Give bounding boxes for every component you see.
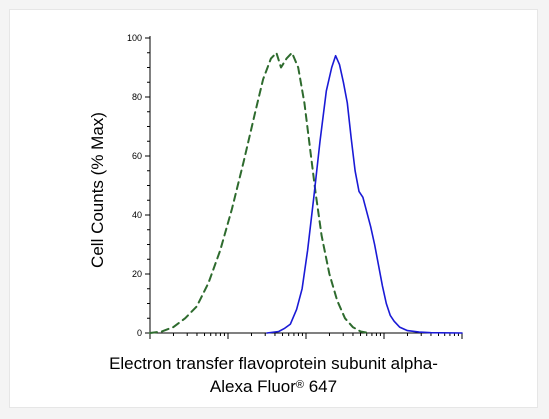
control-histogram-line [149,51,370,334]
y-tick-label: 40 [132,210,142,220]
x-axis-label-tail: 647 [304,377,338,396]
x-axis-label-line2: Alexa Fluor® 647 [9,375,538,397]
y-tick-label: 60 [132,151,142,161]
y-tick-label: 0 [137,328,142,338]
x-axis-label-main: Alexa Fluor [209,377,296,396]
chart-frame [9,9,538,408]
y-tick-label: 80 [132,92,142,102]
registered-mark: ® [295,379,304,391]
y-axis-label: Cell Counts (% Max) [88,112,107,268]
stained-histogram-line [266,54,463,334]
y-tick-label: 100 [127,33,142,43]
x-axis-label-line1: Electron transfer flavoprotein subunit a… [109,354,438,373]
chart-series [149,51,463,334]
y-tick-label: 20 [132,269,142,279]
chart-axes: 0 20 40 60 80 100 [127,33,463,339]
